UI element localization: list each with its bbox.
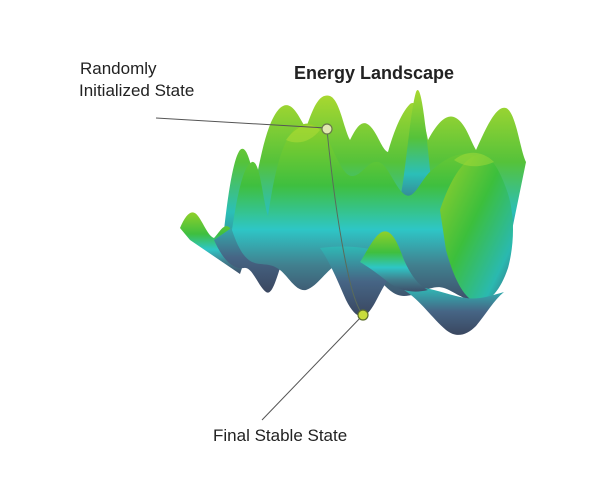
final-state-marker [357,309,369,321]
initial-state-marker [321,123,333,135]
start-leader-line [155,117,327,129]
front-surface [232,123,512,301]
start-state-label-line2: Initialized State [79,81,195,100]
front-ridge [360,231,428,292]
start-state-label: Randomly Initialized State [79,58,195,102]
final-state-label: Final Stable State [213,426,348,445]
diagram-title: Energy Landscape [294,63,455,83]
ridge-highlight [454,152,494,167]
final-leader-line [261,315,363,421]
ridge-highlight [286,125,320,143]
right-mountain [440,154,513,303]
valley-right [404,288,504,335]
descent-path [326,129,363,315]
start-state-label-line1: Randomly [80,59,157,78]
